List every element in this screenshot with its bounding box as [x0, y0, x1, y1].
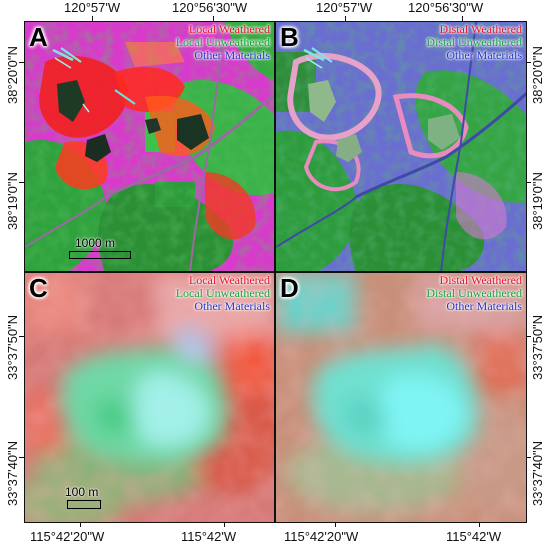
- tick: [526, 457, 531, 458]
- top-lon-left-b: 120°57'W: [316, 0, 373, 15]
- panel-c-image: [25, 273, 274, 522]
- right-lat-bottom: 38°19'0"N: [530, 172, 545, 230]
- legend-item-unweathered: Local Unweathered: [175, 286, 270, 300]
- panel-b: B Distal Weathered Distal Unweathered Ot…: [275, 21, 527, 272]
- tick: [224, 522, 225, 527]
- scalebar-a-bar: [69, 251, 131, 259]
- panel-a-image: [25, 22, 274, 271]
- right-lat-top: 38°20'0"N: [530, 46, 545, 104]
- legend-item-weathered: Local Weathered: [188, 22, 270, 36]
- panel-c: C Local Weathered Local Unweathered Othe…: [24, 272, 275, 523]
- top-lon-right-a: 120°56'30"W: [172, 0, 248, 15]
- scalebar-c-label: 100 m: [65, 485, 99, 499]
- right-lat-bottom-d: 33°37'40"N: [530, 440, 545, 506]
- tick: [479, 522, 480, 527]
- bottom-lon-right-c: 115°42'W: [181, 529, 237, 544]
- legend-item-weathered: Distal Weathered: [439, 273, 522, 287]
- tick: [19, 457, 24, 458]
- panel-a-legend: Local Weathered Local Unweathered Other …: [176, 23, 270, 62]
- panel-c-letter: C: [29, 273, 48, 303]
- legend-item-weathered: Distal Weathered: [439, 22, 522, 36]
- scalebar-a-label: 1000 m: [75, 236, 116, 250]
- top-lon-right-b: 120°56'30"W: [408, 0, 484, 15]
- panel-b-image: [276, 22, 526, 271]
- legend-item-weathered: Local Weathered: [188, 273, 270, 287]
- bottom-lon-left-c: 115°42'20"W: [30, 529, 105, 544]
- tick: [19, 62, 24, 63]
- top-lon-left-a: 120°57'W: [64, 0, 121, 15]
- panel-a-letter: A: [29, 22, 48, 52]
- panel-b-letter: B: [280, 22, 299, 52]
- panel-d-letter: D: [280, 273, 299, 303]
- panel-d: D Distal Weathered Distal Unweathered Ot…: [275, 272, 527, 523]
- tick: [526, 336, 531, 337]
- tick: [19, 182, 24, 183]
- bottom-lon-right-d: 115°42'W: [446, 529, 502, 544]
- panel-d-image: [276, 273, 526, 522]
- tick: [462, 16, 463, 21]
- tick: [213, 16, 214, 21]
- bottom-lon-left-d: 115°42'20"W: [284, 529, 359, 544]
- tick: [80, 522, 81, 527]
- panel-b-legend: Distal Weathered Distal Unweathered Othe…: [426, 23, 522, 62]
- tick: [335, 522, 336, 527]
- legend-item-other: Other Materials: [446, 299, 522, 313]
- tick: [526, 182, 531, 183]
- tick: [92, 16, 93, 21]
- left-lat-bottom: 38°19'0"N: [5, 172, 20, 230]
- tick: [19, 336, 24, 337]
- legend-item-unweathered: Local Unweathered: [175, 35, 270, 49]
- right-lat-top-d: 33°37'50"N: [530, 314, 545, 380]
- left-lat-bottom-c: 33°37'40"N: [5, 440, 20, 506]
- panel-c-legend: Local Weathered Local Unweathered Other …: [176, 274, 270, 313]
- tick: [345, 16, 346, 21]
- legend-item-other: Other Materials: [194, 299, 270, 313]
- tick: [526, 62, 531, 63]
- legend-item-other: Other Materials: [446, 48, 522, 62]
- legend-item-other: Other Materials: [194, 48, 270, 62]
- legend-item-unweathered: Distal Unweathered: [426, 35, 522, 49]
- left-lat-top: 38°20'0"N: [5, 46, 20, 104]
- panel-a: A Local Weathered Local Unweathered Othe…: [24, 21, 275, 272]
- scalebar-c-bar: [67, 500, 101, 509]
- legend-item-unweathered: Distal Unweathered: [426, 286, 522, 300]
- left-lat-top-c: 33°37'50"N: [5, 314, 20, 380]
- panel-d-legend: Distal Weathered Distal Unweathered Othe…: [426, 274, 522, 313]
